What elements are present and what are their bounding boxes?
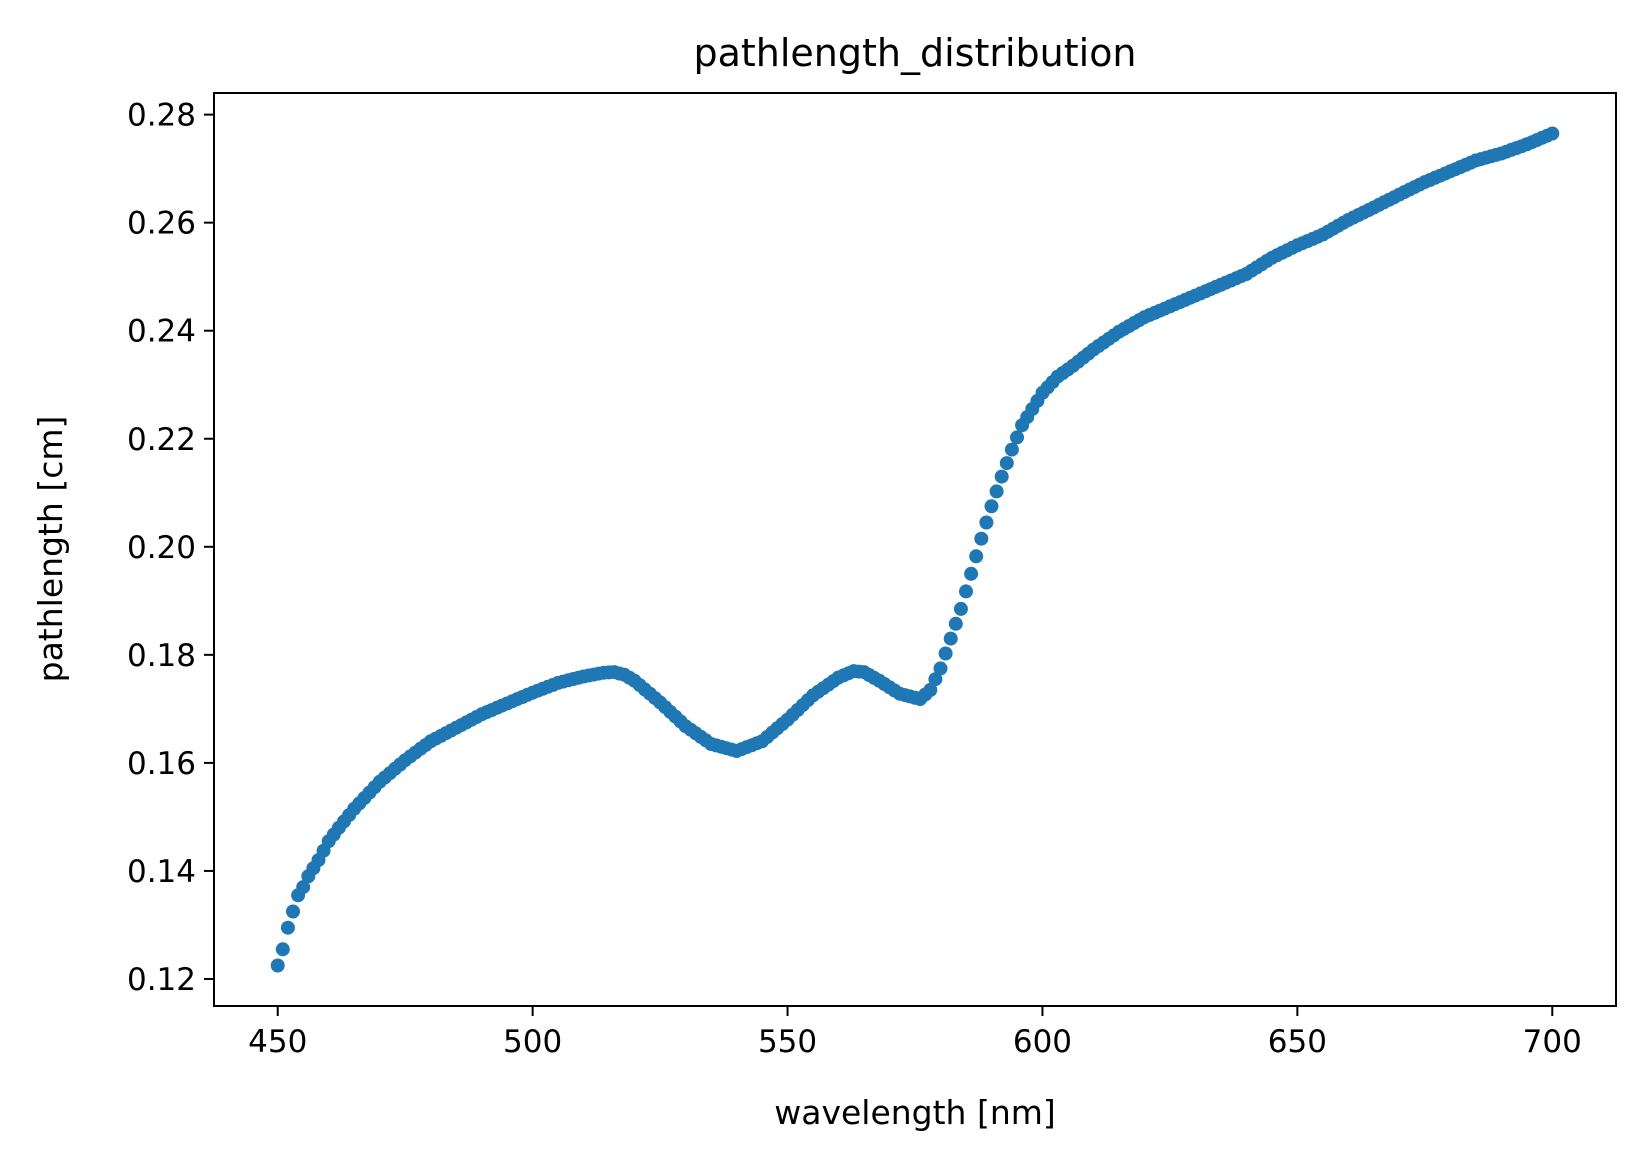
y-tick-label: 0.22 [127,422,196,458]
x-tick-label: 650 [1268,1024,1327,1060]
data-point [989,484,1004,499]
y-tick-label: 0.20 [127,530,196,566]
x-axis-ticks: 450 500 550 600 650 700 [248,1006,1582,1060]
x-tick-label: 600 [1013,1024,1072,1060]
y-tick-label: 0.28 [127,98,196,134]
plot-background [214,93,1616,1006]
data-point [275,942,290,957]
chart-title: pathlength_distribution [693,31,1136,75]
data-points [270,126,1560,973]
data-point [994,469,1009,484]
data-point [979,515,994,530]
data-point [286,904,300,919]
y-tick-label: 0.12 [127,962,196,998]
data-point [296,880,311,895]
y-axis-label: pathlength [cm] [31,416,70,683]
x-tick-label: 450 [248,1024,307,1060]
x-tick-label: 550 [758,1024,817,1060]
data-point [928,672,943,687]
y-tick-label: 0.16 [127,746,196,782]
data-point [938,646,953,661]
y-axis-ticks: 0.12 0.14 0.16 0.18 0.20 0.22 0.24 0.26 0.28 [127,98,214,998]
data-point [1545,126,1560,141]
data-point [969,549,984,564]
data-point [280,920,295,935]
data-point [1004,442,1019,457]
x-axis-label: wavelength [nm] [774,1093,1056,1132]
data-point [270,958,285,973]
y-tick-label: 0.18 [127,638,196,674]
y-tick-label: 0.26 [127,206,196,242]
y-tick-label: 0.14 [127,854,196,890]
plot-frame [213,92,1617,1007]
data-point [923,683,938,697]
x-tick-label: 700 [1523,1024,1582,1060]
data-point [974,531,989,546]
data-point [933,661,948,676]
data-point [999,456,1014,471]
data-point [959,584,973,599]
data-point [953,601,968,616]
data-point [943,631,958,646]
data-point [964,566,979,581]
y-tick-label: 0.24 [127,314,196,350]
x-tick-label: 500 [503,1024,562,1060]
data-point [984,499,999,514]
data-point [1010,430,1024,445]
data-point [948,616,963,631]
